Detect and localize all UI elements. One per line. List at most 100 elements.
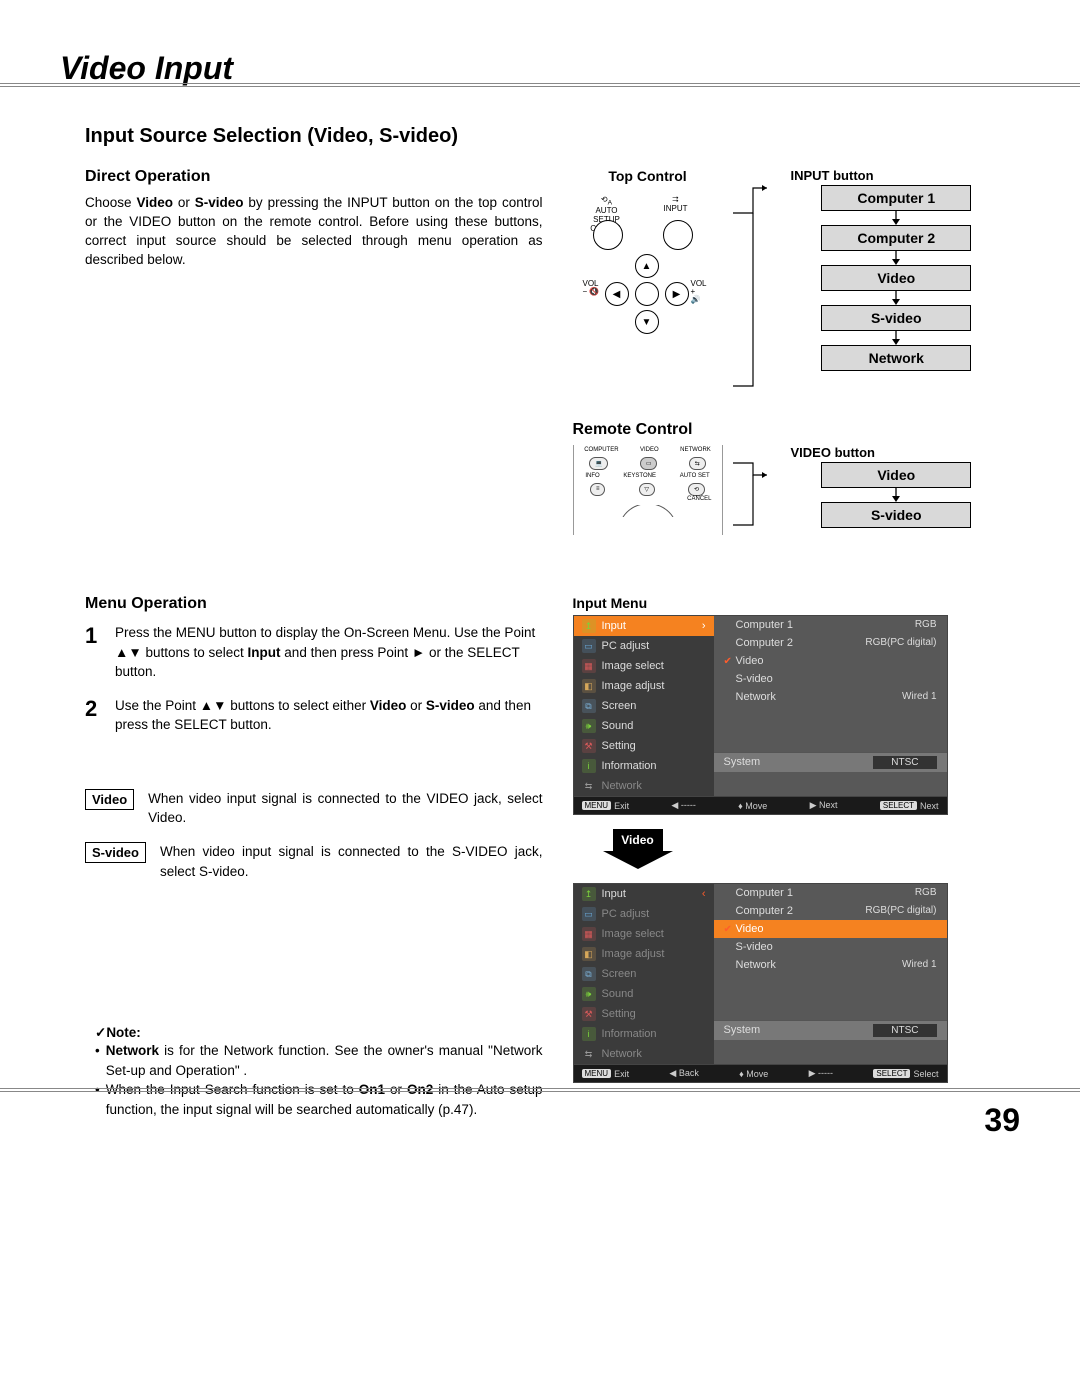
def-label: S-video [85,842,146,863]
osd-right-item: Computer 1RGB [714,616,947,634]
osd-footer: MENUExit◀ Back♦ Move▶ -----SELECTSelect [574,1064,947,1082]
osd-left-item: ▦Image select [574,924,714,944]
remote-btn: 💻 [589,457,608,470]
osd-right-item: ✔Video [714,652,947,670]
osd-left-item: ⧉Screen [574,964,714,984]
step-body: Press the MENU button to display the On-… [115,623,543,682]
remote-diagram: COMPUTER VIDEO NETWORK 💻 ▭ ⇆ [573,445,723,535]
remote-btn: ⇆ [689,457,705,470]
osd-left-item: ◧Image adjust [574,676,714,696]
top-control-diagram: ⟲AAUTO SETUPCANCEL ⮆INPUT VOL− 🔇 VOL+ 🔊 … [573,198,723,338]
flow-connector [733,445,773,555]
osd-left-item: ⚒Setting [574,1004,714,1024]
rule [0,1091,1080,1092]
flow-arrow-icon [890,251,902,265]
dpad-left: ◀ [605,282,629,306]
osd-left-item: ▭PC adjust [574,904,714,924]
flow-box: Video [821,462,971,488]
flow-arrow-icon [890,291,902,305]
top-control-heading: Top Control [608,168,686,184]
video-flow: Video S-video [773,462,1021,528]
osd-right-item: NetworkWired 1 [714,956,947,974]
remote-lbl: NETWORK [680,447,711,453]
dpad-center [635,282,659,306]
def-label: Video [85,789,134,810]
input-label: ⮆INPUT [661,196,691,214]
step-body: Use the Point ▲▼ buttons to select eithe… [115,696,543,735]
remote-btn: ⟲ [688,483,704,496]
video-button-label: VIDEO button [791,445,1021,460]
page: Video Input Input Source Selection (Vide… [0,0,1080,1159]
section-title: Input Source Selection (Video, S-video) [85,125,1020,148]
note-block: ✓Note: •Network is for the Network funct… [85,1025,543,1119]
rule [0,83,1080,84]
input-menu-heading: Input Menu [573,595,1021,611]
upper-columns: Direct Operation Choose Video or S-video… [85,168,1020,535]
flow-box: Computer 2 [821,225,971,251]
osd-left-item: 🕪Sound [574,716,714,736]
page-number: 39 [984,1102,1020,1139]
flow-arrow-icon [890,331,902,345]
flow-box: Computer 1 [821,185,971,211]
flow-arrow-icon [890,488,902,502]
osd-right-item: S-video [714,938,947,956]
osd-left-item: ▦Image select [574,656,714,676]
osd-left-item: iInformation [574,756,714,776]
note-1: Network is for the Network function. See… [106,1041,543,1080]
osd-left-item: ⇆Network [574,1044,714,1064]
osd-menu-1: ↥Input›▭PC adjust▦Image select◧Image adj… [573,615,948,815]
remote-control-block: Remote Control COMPUTER VIDEO NETWORK [573,421,1021,535]
dpad-right: ▶ [665,282,689,306]
remote-lbl: INFO [585,473,599,479]
top-control-block: Top Control ⟲AAUTO SETUPCANCEL ⮆INPUT VO… [573,168,1021,371]
step-number: 2 [85,696,103,735]
input-flow: Computer 1Computer 2VideoS-videoNetwork [773,185,1021,371]
osd-menu-2: ↥Input‹▭PC adjust▦Image select◧Image adj… [573,883,948,1083]
rule [0,1088,1080,1089]
osd-left-item: ↥Input› [574,616,714,636]
osd-left-item: 🕪Sound [574,984,714,1004]
input-button [663,220,693,250]
osd-left-item: ⇆Network [574,776,714,796]
auto-setup-button [593,220,623,250]
transition-arrow: Video [603,829,1021,869]
flow-connector [733,168,773,398]
flow-box: S-video [821,305,971,331]
osd-left-item: ◧Image adjust [574,944,714,964]
osd-right-item: Computer 2RGB(PC digital) [714,902,947,920]
remote-lbl: COMPUTER [584,447,618,453]
dpad: VOL− 🔇 VOL+ 🔊 ▲ ▼ ◀ ▶ [595,254,700,334]
def-svideo: S-video When video input signal is conne… [85,842,543,881]
osd-footer: MENUExit◀ -----♦ Move▶ NextSELECTNext [574,796,947,814]
remote-lbl: VIDEO [640,447,659,453]
rule [0,86,1080,87]
osd-right-item: Computer 2RGB(PC digital) [714,634,947,652]
def-video: Video When video input signal is connect… [85,789,543,828]
dpad-up: ▲ [635,254,659,278]
osd-left-item: ↥Input‹ [574,884,714,904]
flow-box: Video [821,265,971,291]
direct-op-heading: Direct Operation [85,168,543,186]
def-body: When video input signal is connected to … [148,789,542,828]
chapter-title: Video Input [60,50,1020,87]
osd-right-item: Computer 1RGB [714,884,947,902]
step-2: 2 Use the Point ▲▼ buttons to select eit… [85,696,543,735]
osd-left-item: ⚒Setting [574,736,714,756]
osd-left-item: iInformation [574,1024,714,1044]
step-number: 1 [85,623,103,682]
note-heading: ✓Note: [95,1025,543,1041]
lower-columns: Menu Operation 1 Press the MENU button t… [85,595,1020,1119]
arrow-label: Video [613,829,663,851]
osd-system-row: SystemNTSC [714,1020,947,1040]
flow-box: S-video [821,502,971,528]
osd-right-item: NetworkWired 1 [714,688,947,706]
menu-op-heading: Menu Operation [85,595,543,613]
osd-system-row: SystemNTSC [714,752,947,772]
remote-heading: Remote Control [573,421,1021,439]
direct-op-text: Choose Video or S-video by pressing the … [85,194,543,270]
osd-right-item: ✔Video [714,920,947,938]
flow-arrow-icon [890,211,902,225]
osd-left-item: ⧉Screen [574,696,714,716]
remote-lbl: KEYSTONE [623,473,656,479]
remote-btn: ≡ [590,483,605,496]
